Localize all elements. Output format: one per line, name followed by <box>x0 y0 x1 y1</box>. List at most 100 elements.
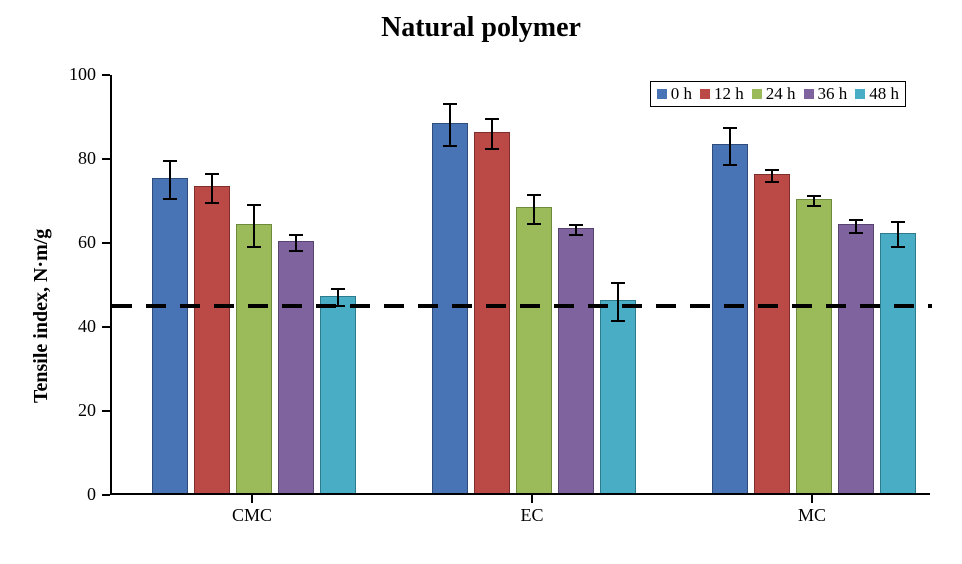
reference-line-dash <box>792 304 812 308</box>
legend-swatch-36h <box>804 89 814 99</box>
errorbar-cap <box>611 282 625 284</box>
errorbar-stem <box>295 235 297 252</box>
errorbar-cap <box>163 160 177 162</box>
errorbar-cap <box>163 198 177 200</box>
errorbar-cap <box>247 246 261 248</box>
legend-item-12h: 12 h <box>700 84 744 104</box>
reference-line-dash <box>146 304 166 308</box>
errorbar-cap <box>289 234 303 236</box>
reference-line-dash <box>724 304 744 308</box>
bar-EC-24h <box>516 207 552 493</box>
errorbar-stem <box>897 222 899 247</box>
reference-line-dash <box>826 304 846 308</box>
errorbar-cap <box>527 194 541 196</box>
y-tick-label: 40 <box>46 316 96 337</box>
errorbar-cap <box>723 127 737 129</box>
bar-CMC-24h <box>236 224 272 493</box>
errorbar-stem <box>617 283 619 321</box>
errorbar-cap <box>485 118 499 120</box>
reference-line-dash <box>860 304 880 308</box>
errorbar-cap <box>331 288 345 290</box>
reference-line-dash <box>520 304 540 308</box>
reference-line-dash <box>690 304 710 308</box>
errorbar-cap <box>205 202 219 204</box>
errorbar-stem <box>211 174 213 203</box>
bar-CMC-12h <box>194 186 230 493</box>
bar-EC-36h <box>558 228 594 493</box>
reference-line-dash <box>588 304 608 308</box>
bar-MC-24h <box>796 199 832 493</box>
chart-title: Natural polymer <box>0 12 962 44</box>
reference-line-dash <box>316 304 336 308</box>
legend: 0 h 12 h 24 h 36 h 48 h <box>650 81 906 107</box>
errorbar-stem <box>169 161 171 199</box>
plot-area <box>110 75 930 495</box>
legend-swatch-24h <box>752 89 762 99</box>
errorbar-cap <box>807 195 821 197</box>
errorbar-cap <box>205 173 219 175</box>
bar-EC-12h <box>474 132 510 493</box>
y-tick <box>102 74 110 76</box>
reference-line-dash <box>452 304 472 308</box>
errorbar-stem <box>729 128 731 166</box>
reference-line-dash <box>758 304 778 308</box>
bar-MC-0h <box>712 144 748 493</box>
errorbar-stem <box>491 119 493 148</box>
errorbar-cap <box>891 221 905 223</box>
bar-MC-12h <box>754 174 790 493</box>
errorbar-stem <box>253 205 255 247</box>
errorbar-stem <box>337 289 339 306</box>
reference-line-dash <box>384 304 404 308</box>
errorbar-cap <box>891 246 905 248</box>
y-tick-label: 80 <box>46 148 96 169</box>
errorbar-cap <box>611 320 625 322</box>
x-tick <box>531 495 533 503</box>
reference-line-dash <box>180 304 200 308</box>
errorbar-cap <box>849 232 863 234</box>
legend-swatch-0h <box>657 89 667 99</box>
bar-MC-48h <box>880 233 916 493</box>
legend-label-12h: 12 h <box>714 84 744 104</box>
errorbar-cap <box>443 145 457 147</box>
x-tick <box>251 495 253 503</box>
reference-line-dash <box>112 304 132 308</box>
y-tick-label: 0 <box>46 484 96 505</box>
legend-swatch-12h <box>700 89 710 99</box>
category-label-CMC: CMC <box>192 505 312 526</box>
bar-CMC-0h <box>152 178 188 493</box>
legend-item-48h: 48 h <box>855 84 899 104</box>
errorbar-cap <box>765 169 779 171</box>
category-label-MC: MC <box>752 505 872 526</box>
legend-label-48h: 48 h <box>869 84 899 104</box>
chart-container: Natural polymer Tensile index, N·m/g 0 h… <box>0 0 962 564</box>
reference-line-dash <box>248 304 268 308</box>
errorbar-cap <box>569 234 583 236</box>
errorbar-cap <box>289 250 303 252</box>
bar-MC-36h <box>838 224 874 493</box>
reference-line-dash <box>282 304 302 308</box>
bar-EC-48h <box>600 300 636 493</box>
reference-line-dash <box>350 304 370 308</box>
errorbar-cap <box>849 219 863 221</box>
errorbar-cap <box>765 181 779 183</box>
reference-line-dash <box>486 304 506 308</box>
bar-CMC-36h <box>278 241 314 493</box>
y-tick <box>102 410 110 412</box>
y-tick-label: 60 <box>46 232 96 253</box>
errorbar-stem <box>449 104 451 146</box>
reference-line-dash <box>214 304 234 308</box>
legend-item-0h: 0 h <box>657 84 692 104</box>
y-tick-label: 100 <box>46 64 96 85</box>
reference-line-dash <box>554 304 574 308</box>
legend-swatch-48h <box>855 89 865 99</box>
reference-line-dash <box>656 304 676 308</box>
legend-item-24h: 24 h <box>752 84 796 104</box>
legend-label-0h: 0 h <box>671 84 692 104</box>
errorbar-cap <box>723 164 737 166</box>
category-label-EC: EC <box>472 505 592 526</box>
y-tick <box>102 158 110 160</box>
y-tick <box>102 326 110 328</box>
legend-label-36h: 36 h <box>818 84 848 104</box>
x-tick <box>811 495 813 503</box>
errorbar-cap <box>443 103 457 105</box>
